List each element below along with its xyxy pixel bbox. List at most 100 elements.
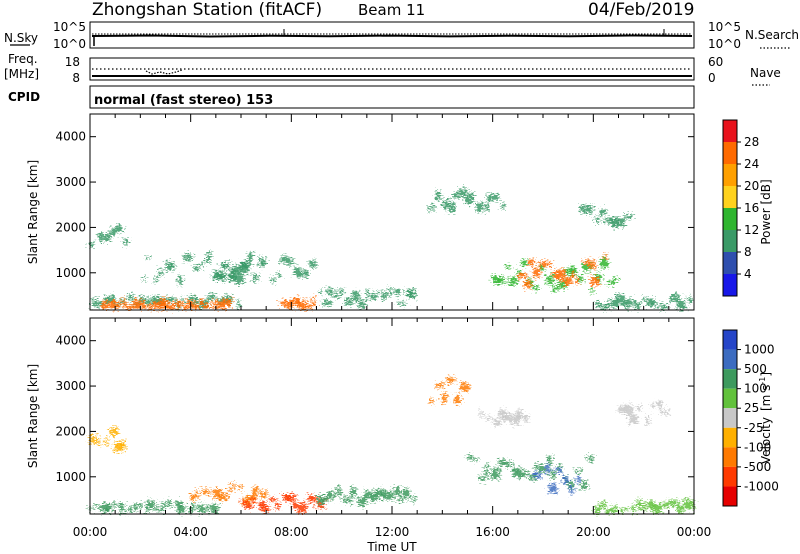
colorbar-cell: [723, 142, 737, 164]
heatmap-cell: [322, 300, 332, 306]
heatmap-cell: [217, 298, 225, 304]
colorbar-cell: [723, 388, 737, 409]
heatmap-cell: [120, 503, 125, 513]
cpid-frame: [89, 85, 695, 109]
heatmap-cell: [624, 404, 633, 415]
colorbar-tick-label: 25: [744, 401, 759, 415]
heatmap-cell: [552, 271, 559, 279]
heatmap-cell: [503, 413, 513, 422]
nave-right-label: Nave: [750, 66, 781, 80]
y-tick-label: 3000: [55, 379, 86, 393]
power-heatmap: [88, 188, 692, 309]
cpid-mode-text: normal (fast stereo) 153: [94, 93, 273, 108]
beam-label: Beam 11: [358, 1, 425, 19]
heatmap-cell: [206, 252, 211, 262]
heatmap-cell: [387, 287, 391, 297]
heatmap-cell: [203, 487, 208, 494]
heatmap-cell: [253, 273, 259, 282]
heatmap-cell: [676, 505, 684, 513]
heatmap-cell: [528, 259, 535, 266]
heatmap-cell: [508, 277, 518, 286]
heatmap-cell: [523, 415, 529, 422]
heatmap-cell: [207, 296, 211, 302]
heatmap-cell: [652, 504, 659, 513]
cpid-label: CPID: [8, 90, 40, 104]
heatmap-cell: [558, 463, 563, 470]
heatmap-cell: [88, 241, 94, 247]
heatmap-cell: [658, 504, 662, 513]
heatmap-cell: [447, 202, 456, 213]
heatmap-cell: [600, 501, 607, 508]
colorbar-cell: [723, 252, 737, 274]
heatmap-cell: [464, 195, 473, 204]
heatmap-cell: [230, 481, 235, 489]
heatmap-cell: [651, 302, 658, 306]
heatmap-cell: [513, 467, 522, 477]
heatmap-cell: [663, 501, 671, 508]
heatmap-cell: [500, 203, 506, 209]
velocity-label-exp: -1: [758, 377, 767, 385]
heatmap-cell: [661, 409, 669, 415]
heatmap-cell: [585, 205, 593, 214]
heatmap-cell: [219, 494, 228, 500]
heatmap-cell: [469, 192, 474, 196]
heatmap-cell: [658, 304, 665, 309]
heatmap-cell: [145, 503, 150, 513]
colorbar-tick-label: 8: [744, 245, 752, 259]
heatmap-cell: [478, 476, 487, 481]
heatmap-cell: [557, 269, 566, 280]
heatmap-cell: [599, 209, 607, 216]
heatmap-cell: [605, 217, 614, 224]
velocity-colorbar-label: Velocity [m s-1]: [758, 372, 773, 464]
y-tick-label: 2000: [55, 220, 86, 234]
heatmap-cell: [243, 504, 253, 509]
heatmap-cell: [179, 298, 184, 302]
heatmap-cell: [670, 294, 679, 303]
heatmap-cell: [146, 302, 152, 309]
heatmap-cell: [646, 501, 656, 508]
heatmap-cell: [345, 298, 353, 306]
heatmap-cell: [602, 255, 607, 259]
heatmap-cell: [252, 497, 256, 504]
heatmap-cell: [517, 272, 527, 278]
heatmap-cell: [534, 463, 538, 470]
heatmap-cell: [646, 298, 656, 306]
heatmap-cell: [520, 470, 528, 478]
heatmap-cell: [364, 490, 372, 500]
heatmap-cell: [195, 490, 199, 498]
heatmap-cell: [534, 472, 543, 478]
heatmap-cell: [193, 297, 198, 307]
heatmap-cell: [201, 261, 205, 265]
x-tick-label: 12:00: [375, 525, 410, 539]
heatmap-cell: [547, 456, 553, 465]
heatmap-cell: [342, 495, 347, 503]
colorbar-cell: [723, 466, 737, 487]
heatmap-cell: [393, 487, 401, 497]
heatmap-cell: [276, 502, 281, 510]
heatmap-cell: [132, 299, 142, 309]
heatmap-cell: [187, 253, 192, 261]
heatmap-cell: [332, 293, 339, 298]
heatmap-cell: [89, 435, 97, 444]
heatmap-cell: [223, 298, 232, 307]
nave-dip: [145, 69, 183, 75]
heatmap-cell: [128, 294, 134, 300]
noise-right-tick-bottom: 10^0: [708, 37, 741, 51]
heatmap-cell: [98, 439, 102, 446]
heatmap-cell: [227, 488, 233, 493]
heatmap-cell: [178, 276, 183, 286]
heatmap-cell: [595, 217, 600, 223]
heatmap-cell: [357, 497, 366, 507]
velocity-label-close: ]: [759, 372, 773, 377]
heatmap-cell: [398, 301, 406, 305]
heatmap-cell: [132, 503, 139, 509]
heatmap-cell: [376, 290, 381, 295]
colorbar-tick-label: 500: [744, 362, 767, 376]
x-tick-labels: 00:00 04:00 08:00 12:00 16:00 20:00 00:00: [73, 525, 712, 539]
heatmap-cell: [563, 476, 569, 485]
heatmap-cell: [571, 272, 575, 278]
heatmap-cell: [155, 507, 164, 512]
heatmap-cell: [112, 502, 119, 507]
heatmap-cell: [123, 305, 133, 309]
heatmap-cell: [142, 277, 146, 281]
